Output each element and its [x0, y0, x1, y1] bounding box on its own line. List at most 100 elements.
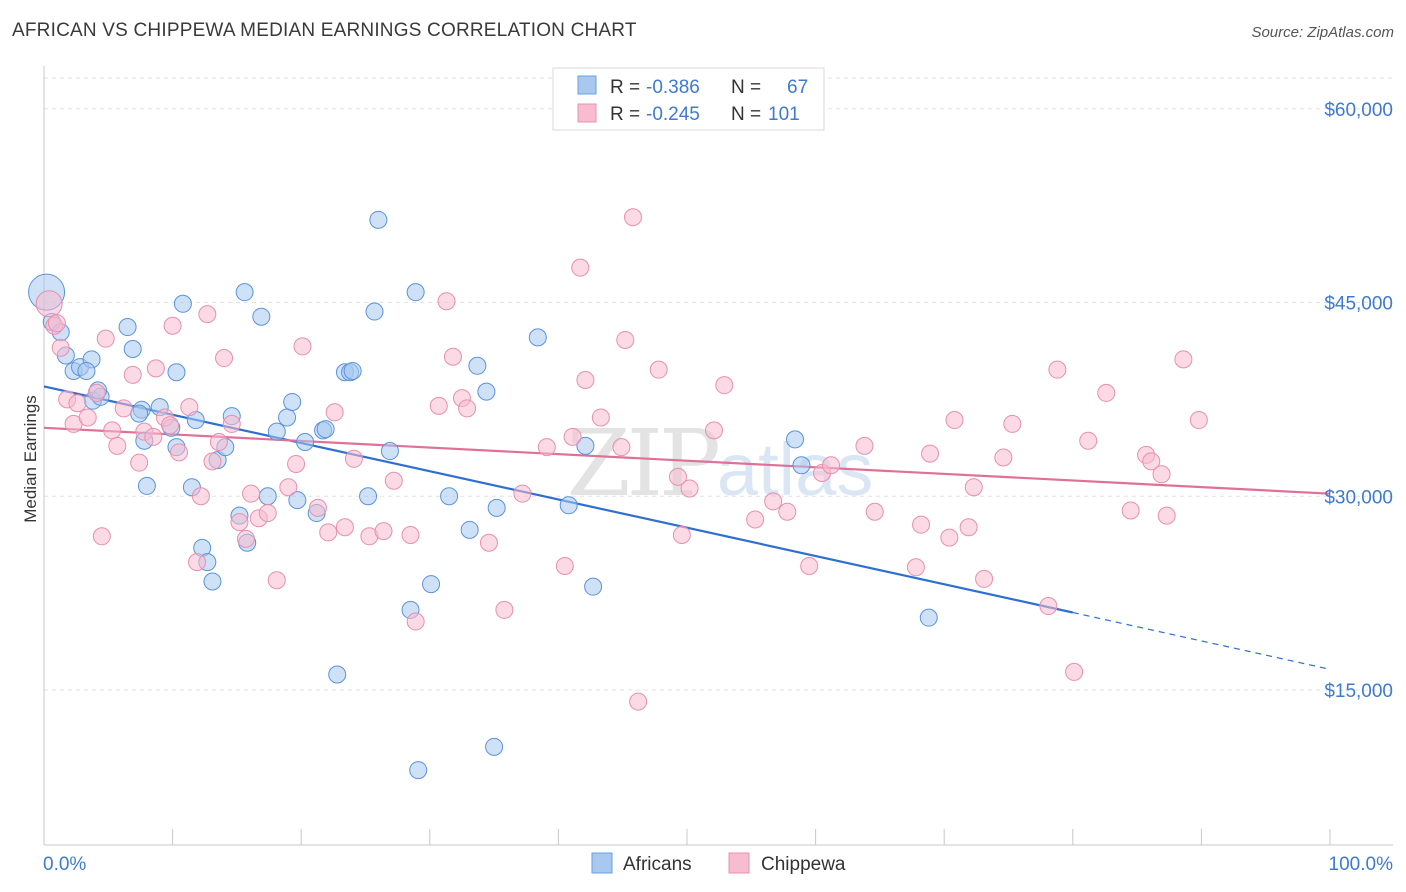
point-africans-34 — [258, 487, 277, 506]
point-chippewa-76 — [778, 502, 797, 521]
point-chippewa-74 — [746, 510, 765, 529]
point-chippewa-99 — [1142, 452, 1161, 471]
y-tick-label-3: $60,000 — [1324, 100, 1393, 121]
stats-r-label-africans: R = — [610, 77, 640, 98]
trend-line-africans — [43, 385, 1074, 614]
trend-line-extension-africans — [1072, 611, 1331, 670]
point-chippewa-95 — [1079, 431, 1098, 450]
trend-lines — [43, 385, 1331, 670]
point-africans-67 — [919, 608, 938, 627]
point-chippewa-13 — [114, 399, 133, 418]
point-chippewa-71 — [680, 479, 699, 498]
point-chippewa-47 — [384, 471, 403, 490]
point-chippewa-36 — [267, 571, 286, 590]
point-chippewa-56 — [495, 600, 514, 619]
point-chippewa-96 — [1097, 383, 1116, 402]
point-chippewa-9 — [92, 527, 111, 546]
x-tick-label-min: 0.0% — [43, 854, 86, 875]
data-points — [28, 208, 1208, 780]
point-africans-66 — [792, 456, 811, 475]
point-africans-31 — [235, 283, 254, 302]
point-chippewa-87 — [959, 518, 978, 537]
point-chippewa-50 — [429, 396, 448, 415]
point-chippewa-66 — [623, 208, 642, 227]
point-africans-53 — [409, 761, 428, 780]
point-africans-19 — [167, 363, 186, 382]
point-chippewa-61 — [571, 258, 590, 277]
point-chippewa-39 — [293, 337, 312, 356]
point-chippewa-94 — [1065, 662, 1084, 681]
stats-r-label-chippewa: R = — [610, 104, 640, 125]
point-chippewa-58 — [537, 438, 556, 457]
point-chippewa-12 — [108, 436, 127, 455]
legend: Africans Chippewa — [591, 852, 846, 875]
point-chippewa-8 — [87, 383, 106, 402]
point-chippewa-67 — [629, 692, 648, 711]
legend-label-chippewa: Chippewa — [761, 854, 846, 875]
y-tick-label-0: $15,000 — [1324, 681, 1393, 702]
point-chippewa-14 — [123, 365, 142, 384]
point-africans-33 — [252, 307, 271, 326]
point-chippewa-0 — [35, 290, 63, 318]
stats-box: R = -0.386 N = 67 R = -0.245 N = 101 — [552, 67, 825, 131]
point-chippewa-68 — [649, 360, 668, 379]
point-africans-52 — [406, 283, 425, 302]
point-chippewa-10 — [96, 329, 115, 348]
point-chippewa-38 — [287, 454, 306, 473]
source-label: Source: ZipAtlas.com — [1251, 24, 1394, 41]
point-chippewa-25 — [191, 487, 210, 506]
point-africans-35 — [267, 422, 286, 441]
point-chippewa-31 — [230, 513, 249, 532]
point-africans-59 — [485, 737, 504, 756]
point-chippewa-86 — [945, 411, 964, 430]
point-africans-49 — [369, 210, 388, 229]
point-africans-42 — [316, 420, 335, 439]
point-chippewa-29 — [215, 349, 234, 368]
point-africans-16 — [137, 476, 156, 495]
point-africans-56 — [460, 520, 479, 539]
point-chippewa-102 — [1174, 350, 1193, 369]
stats-n-label-africans: N = — [731, 77, 761, 98]
point-chippewa-92 — [1039, 597, 1058, 616]
point-africans-12 — [123, 340, 142, 358]
point-chippewa-80 — [855, 436, 874, 455]
point-chippewa-97 — [1121, 501, 1140, 520]
point-africans-39 — [296, 433, 315, 451]
point-africans-46 — [343, 361, 362, 380]
x-tick-labels: 0.0% 100.0% — [43, 854, 1393, 875]
point-chippewa-11 — [103, 421, 122, 440]
point-chippewa-42 — [319, 523, 338, 542]
point-chippewa-89 — [975, 569, 994, 588]
x-tick-label-max: 100.0% — [1329, 854, 1394, 875]
point-africans-61 — [528, 328, 547, 347]
point-chippewa-72 — [705, 421, 724, 440]
point-chippewa-64 — [612, 438, 631, 457]
axes — [43, 66, 1393, 846]
point-chippewa-59 — [555, 557, 574, 575]
point-africans-26 — [203, 572, 222, 591]
stats-r-value-africans: -0.386 — [646, 77, 700, 98]
point-chippewa-46 — [374, 522, 393, 541]
stats-n-value-africans: 67 — [787, 77, 808, 98]
point-chippewa-20 — [161, 416, 180, 435]
point-africans-47 — [359, 487, 378, 506]
point-chippewa-52 — [443, 347, 462, 366]
point-chippewa-65 — [616, 330, 635, 349]
point-chippewa-21 — [163, 316, 182, 335]
point-africans-64 — [584, 577, 603, 596]
point-africans-38 — [288, 491, 307, 510]
point-africans-10 — [77, 361, 96, 380]
point-africans-43 — [328, 665, 347, 684]
point-chippewa-77 — [800, 557, 819, 575]
point-chippewa-100 — [1152, 465, 1171, 484]
stats-n-value-chippewa: 101 — [768, 104, 800, 125]
point-chippewa-69 — [668, 467, 687, 486]
point-chippewa-43 — [335, 518, 354, 537]
point-africans-65 — [786, 430, 805, 449]
point-africans-48 — [365, 302, 384, 321]
legend-label-africans: Africans — [623, 854, 692, 875]
point-africans-60 — [487, 498, 506, 517]
point-chippewa-49 — [406, 612, 425, 631]
stats-swatch-africans — [577, 75, 597, 95]
point-chippewa-73 — [715, 376, 734, 395]
